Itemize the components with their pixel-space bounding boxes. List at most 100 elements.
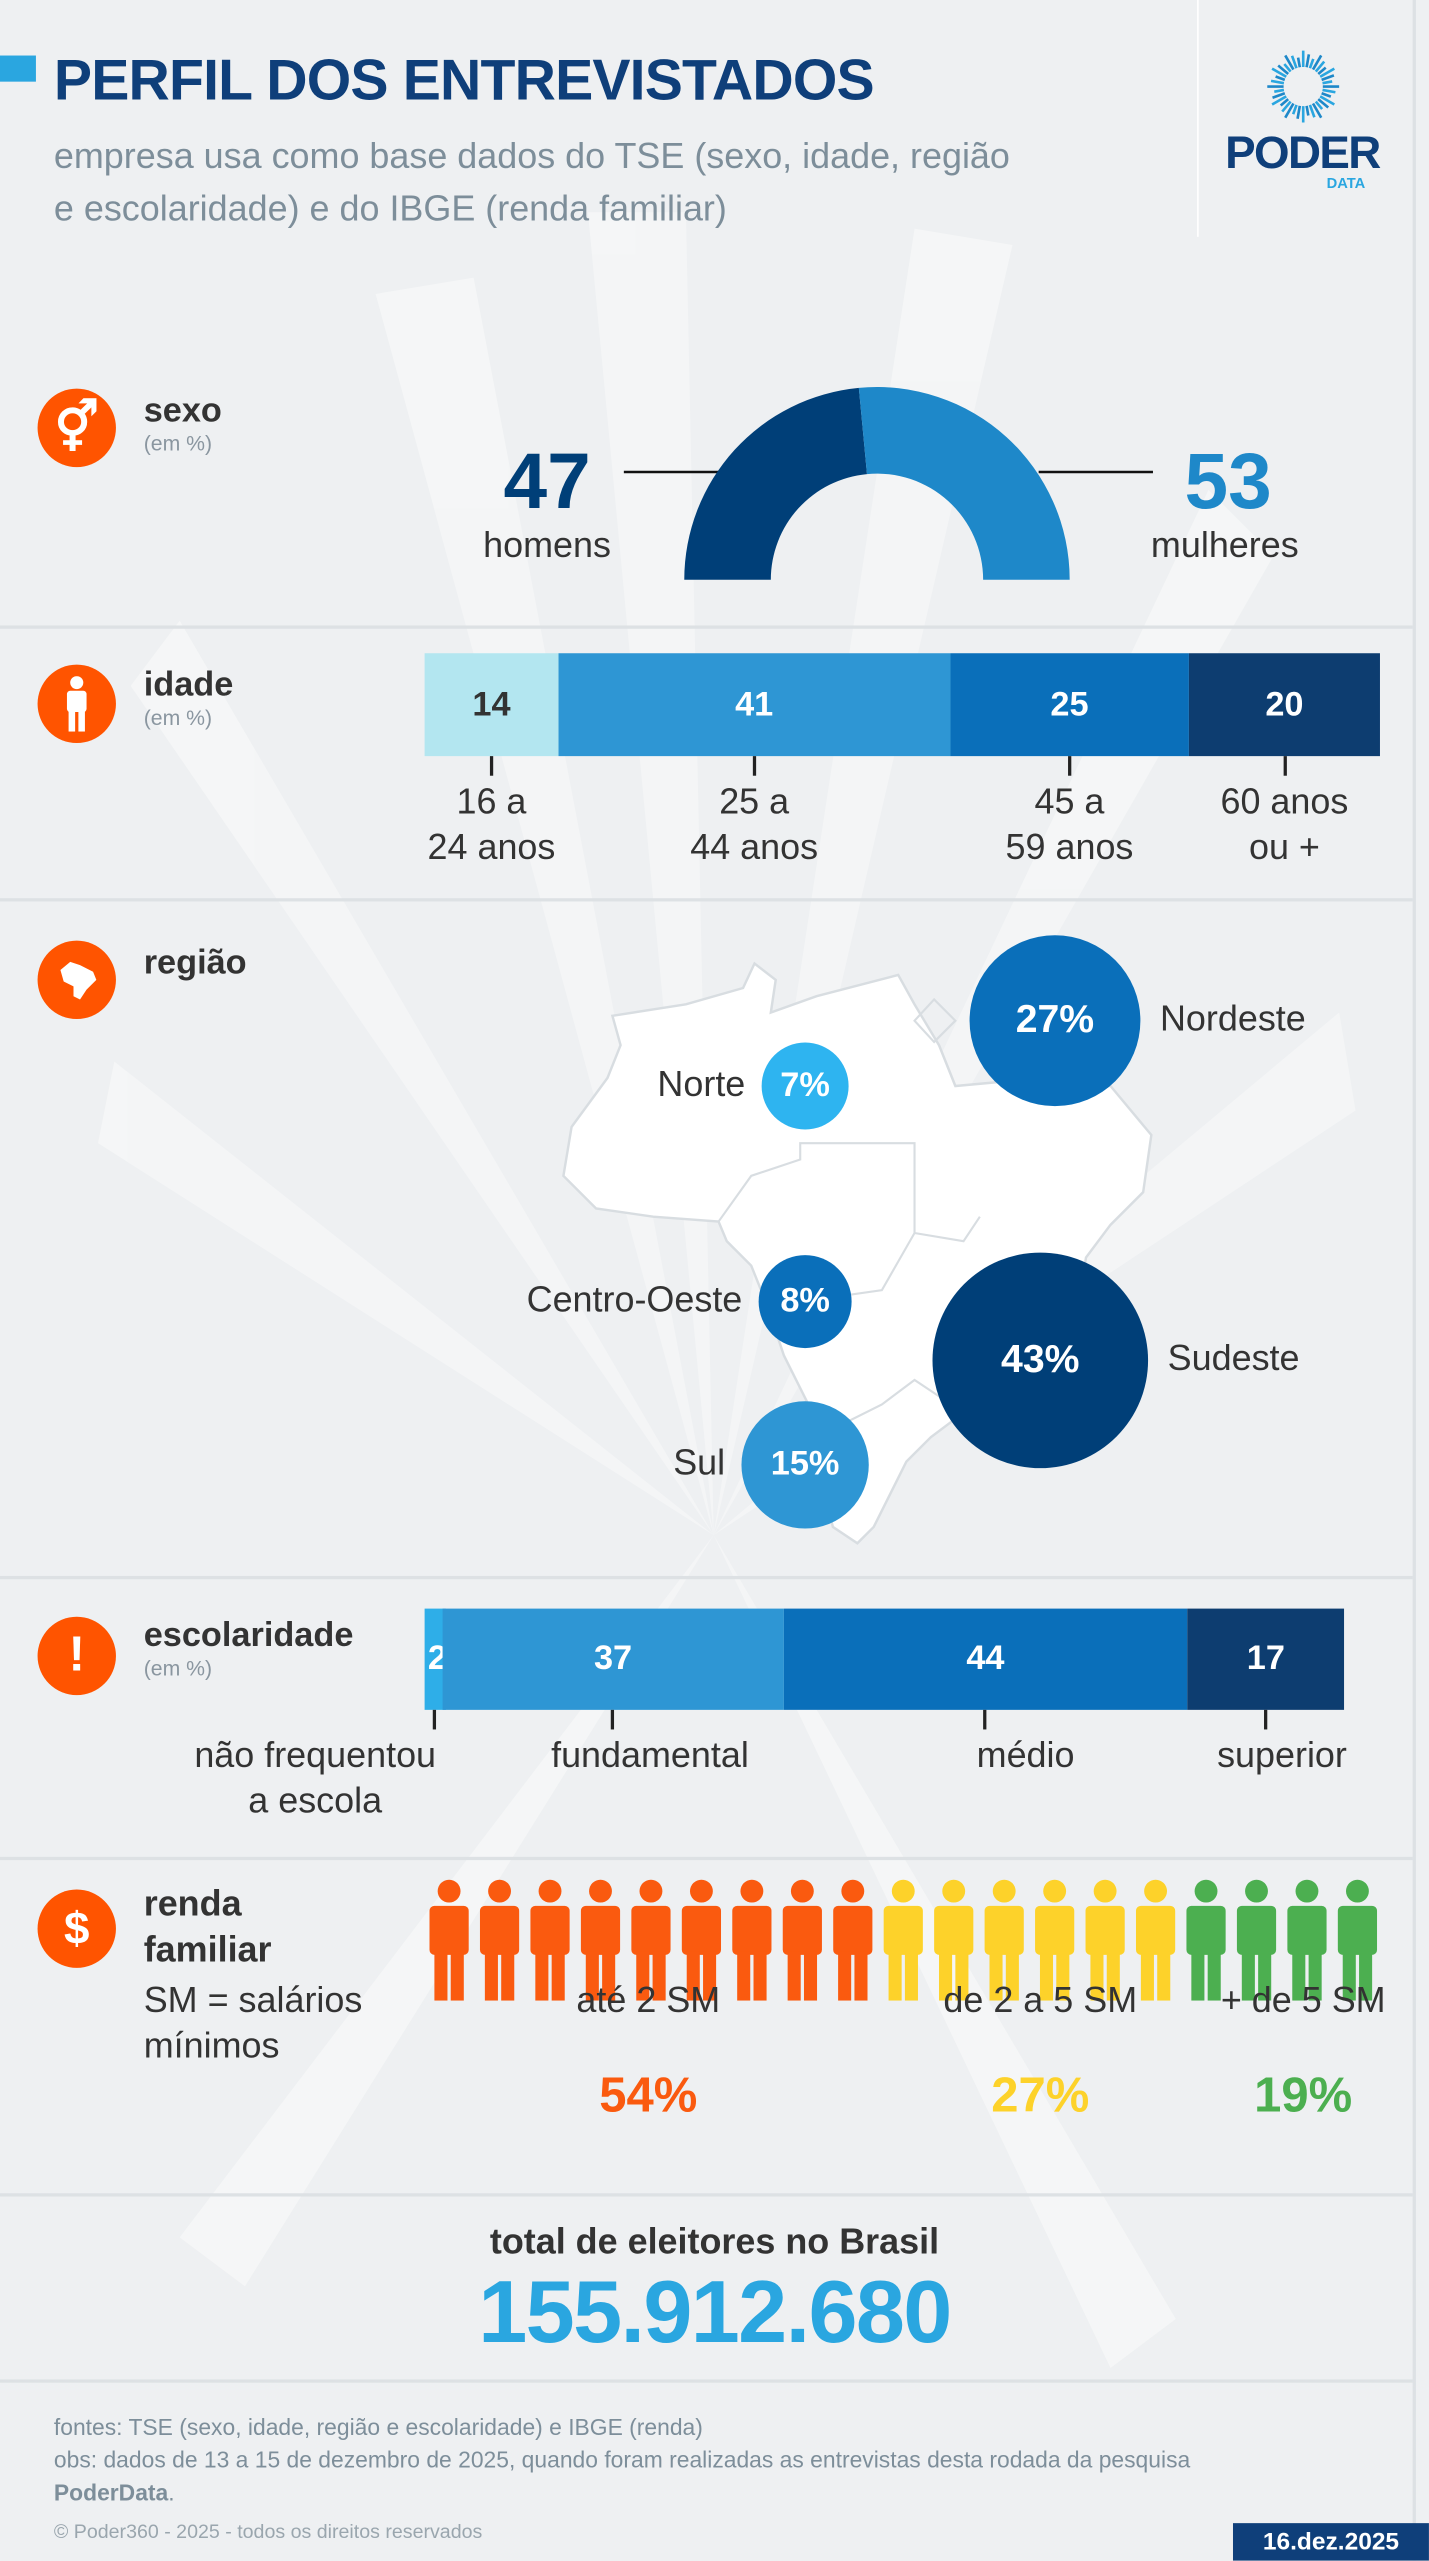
region-name: Sul — [673, 1442, 726, 1483]
renda-label-line: familiar — [143, 1928, 272, 1970]
person-leg — [955, 1951, 969, 2001]
person-leg — [737, 1951, 751, 2001]
sexo-half-donut — [623, 387, 1153, 580]
person-leg — [989, 1951, 1003, 2001]
bar-value-label: 41 — [735, 685, 774, 723]
page-title: PERFIL DOS ENTREVISTADOS — [53, 48, 875, 113]
person-icon — [1135, 1879, 1176, 2001]
person-leg — [535, 1951, 549, 2001]
renda-category: até 2 SM — [576, 1979, 721, 2021]
logo-ray — [1295, 105, 1301, 119]
label-line: 25 a — [719, 780, 790, 822]
person-leg — [636, 1951, 650, 2001]
person-body — [732, 1905, 772, 1955]
person-leg — [1308, 1951, 1322, 2001]
person-body — [530, 1905, 570, 1955]
person-head — [1346, 1879, 1369, 1903]
label-line: médio — [976, 1734, 1075, 1776]
bar-tick — [611, 1709, 615, 1730]
person-head — [790, 1879, 814, 1903]
person-leg — [753, 1951, 767, 2001]
renda-value: 54% — [599, 2069, 698, 2124]
person-icon — [1287, 1879, 1327, 2001]
logo-ray — [1307, 58, 1314, 69]
region-name: Centro-Oeste — [526, 1278, 743, 1320]
logo-ray — [1313, 60, 1325, 73]
section-label-escolaridade: escolaridade — [143, 1616, 354, 1655]
total-label: total de eleitores no Brasil — [489, 2221, 940, 2262]
donut-slice-homens — [684, 387, 867, 580]
logo-sunburst-icon — [1266, 50, 1339, 123]
copyright: © Poder360 - 2025 - todos os direitos re… — [53, 2519, 483, 2543]
logo-ray — [1320, 74, 1334, 82]
logo-ray — [1279, 98, 1289, 107]
logo-ray — [1270, 79, 1284, 85]
person-head — [740, 1879, 764, 1903]
person-leg — [1241, 1951, 1255, 2001]
logo-ray — [1321, 88, 1335, 94]
person-head — [891, 1879, 915, 1903]
exclamation-icon: ! — [37, 1616, 116, 1696]
person-body — [479, 1905, 520, 1955]
person-leg — [450, 1951, 464, 2001]
section-unit: (em %) — [143, 705, 213, 730]
person-leg — [888, 1951, 902, 2001]
right-border — [1412, 0, 1416, 2561]
renda-pictogram — [429, 1879, 1378, 2001]
person-icon — [37, 664, 116, 744]
person-leg — [1342, 1951, 1356, 2001]
bar-tick — [752, 756, 756, 776]
logo-ray — [1270, 95, 1287, 106]
person-head — [1043, 1879, 1067, 1903]
person-icon — [429, 1879, 469, 2001]
person-leg — [1090, 1951, 1104, 2001]
person-body — [631, 1905, 671, 1955]
bar-category-label: fundamental — [487, 1733, 814, 1779]
region-bubble-Nordeste — [969, 935, 1141, 1107]
person-leg — [1056, 1951, 1070, 2001]
person-head — [639, 1879, 663, 1903]
page-subtitle: empresa usa como base dados do TSE (sexo… — [54, 131, 1197, 236]
section-label-renda: renda familiar — [144, 1881, 272, 1972]
logo-ray — [1321, 80, 1332, 85]
section-divider — [0, 898, 1413, 902]
renda-value: 27% — [991, 2069, 1090, 2124]
region-value: 27% — [1015, 997, 1095, 1042]
mulheres-value: 53 — [1184, 439, 1272, 526]
region-bubble-Centro-Oeste — [758, 1255, 852, 1349]
person-leg — [686, 1951, 700, 2001]
bar-value-label: 25 — [1050, 685, 1089, 723]
label-line: a escola — [248, 1780, 383, 1821]
person-body — [934, 1905, 974, 1955]
region-bubble-Norte — [761, 1042, 849, 1130]
subtitle-line: empresa usa como base dados do TSE (sexo… — [53, 135, 1010, 177]
logo-ray — [1271, 92, 1285, 99]
region-bubble-Sudeste — [932, 1252, 1149, 1469]
bar-category-label: 60 anos ou + — [1121, 779, 1429, 870]
person-head — [1245, 1879, 1268, 1903]
person-icon — [1186, 1879, 1226, 2001]
person-head — [1144, 1879, 1168, 1903]
person-body — [984, 1905, 1024, 1955]
bar-category-label: não frequentou a escola — [152, 1733, 479, 1824]
bar-segment: 17 — [1187, 1608, 1345, 1710]
person-head — [1093, 1879, 1117, 1903]
homens-label: homens — [483, 524, 612, 566]
person-body — [1287, 1905, 1327, 1955]
bar-category-label: 45 a 59 anos — [906, 779, 1233, 870]
person-body — [1135, 1905, 1176, 1955]
logo-ray — [1283, 54, 1294, 71]
person-head — [942, 1879, 966, 1903]
total-value: 155.912.680 — [478, 2263, 952, 2362]
person-body — [1085, 1905, 1125, 1955]
person-icon — [1337, 1879, 1378, 2001]
bar-segment: 20 — [1188, 653, 1380, 757]
bar-category-label: 16 a 24 anos — [328, 779, 655, 870]
person-icon — [1085, 1879, 1125, 2001]
person-head — [992, 1879, 1016, 1903]
logo-ray — [1273, 88, 1284, 93]
person-head — [1194, 1879, 1218, 1903]
person-leg — [1106, 1951, 1120, 2001]
sm-note-line: mínimos — [143, 2025, 280, 2066]
